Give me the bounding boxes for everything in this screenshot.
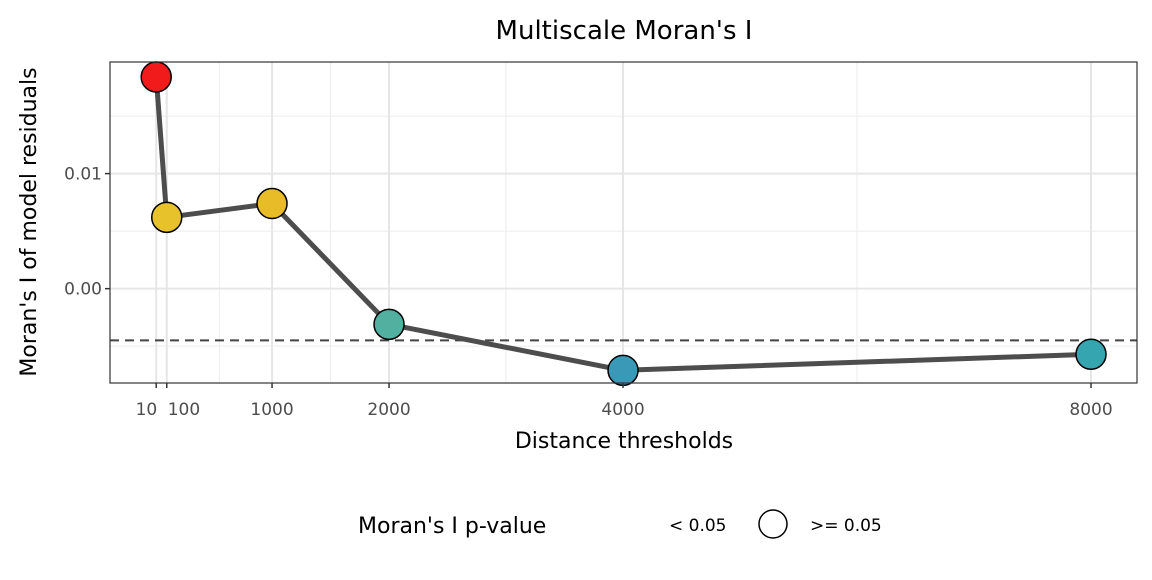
legend-label-not-significant: >= 0.05: [810, 516, 882, 536]
data-point: [150, 201, 183, 234]
x-tick-label: 2000: [367, 400, 410, 420]
series-line: [153, 76, 1092, 373]
chart-title: Multiscale Moran's I: [496, 16, 753, 46]
data-point: [607, 354, 639, 387]
y-tick-label: 0.01: [64, 165, 102, 185]
legend-label-significant: < 0.05: [669, 516, 727, 536]
x-axis: 10 100 1000 2000 4000 8000: [136, 383, 1113, 420]
x-tick-label: 10: [136, 400, 158, 420]
x-axis-label: Distance thresholds: [515, 429, 733, 454]
data-point: [256, 187, 288, 220]
data-points: [140, 61, 1107, 387]
series-path: [153, 76, 1092, 373]
x-tick-label: 4000: [601, 400, 644, 420]
data-point: [373, 308, 405, 341]
legend: Moran's I p-value < 0.05 >= 0.05: [358, 509, 882, 539]
legend-key-circle: [758, 509, 788, 539]
y-axis: 0.01 0.00: [64, 165, 110, 300]
x-tick-label: 8000: [1069, 400, 1112, 420]
y-tick-label: 0.00: [64, 280, 102, 300]
x-tick-label: 1000: [250, 400, 293, 420]
legend-title: Moran's I p-value: [358, 514, 546, 539]
data-point: [140, 61, 172, 93]
x-tick-label: 100: [168, 400, 200, 420]
y-axis-label: Moran's I of model residuals: [17, 67, 42, 376]
data-point: [1075, 338, 1107, 370]
